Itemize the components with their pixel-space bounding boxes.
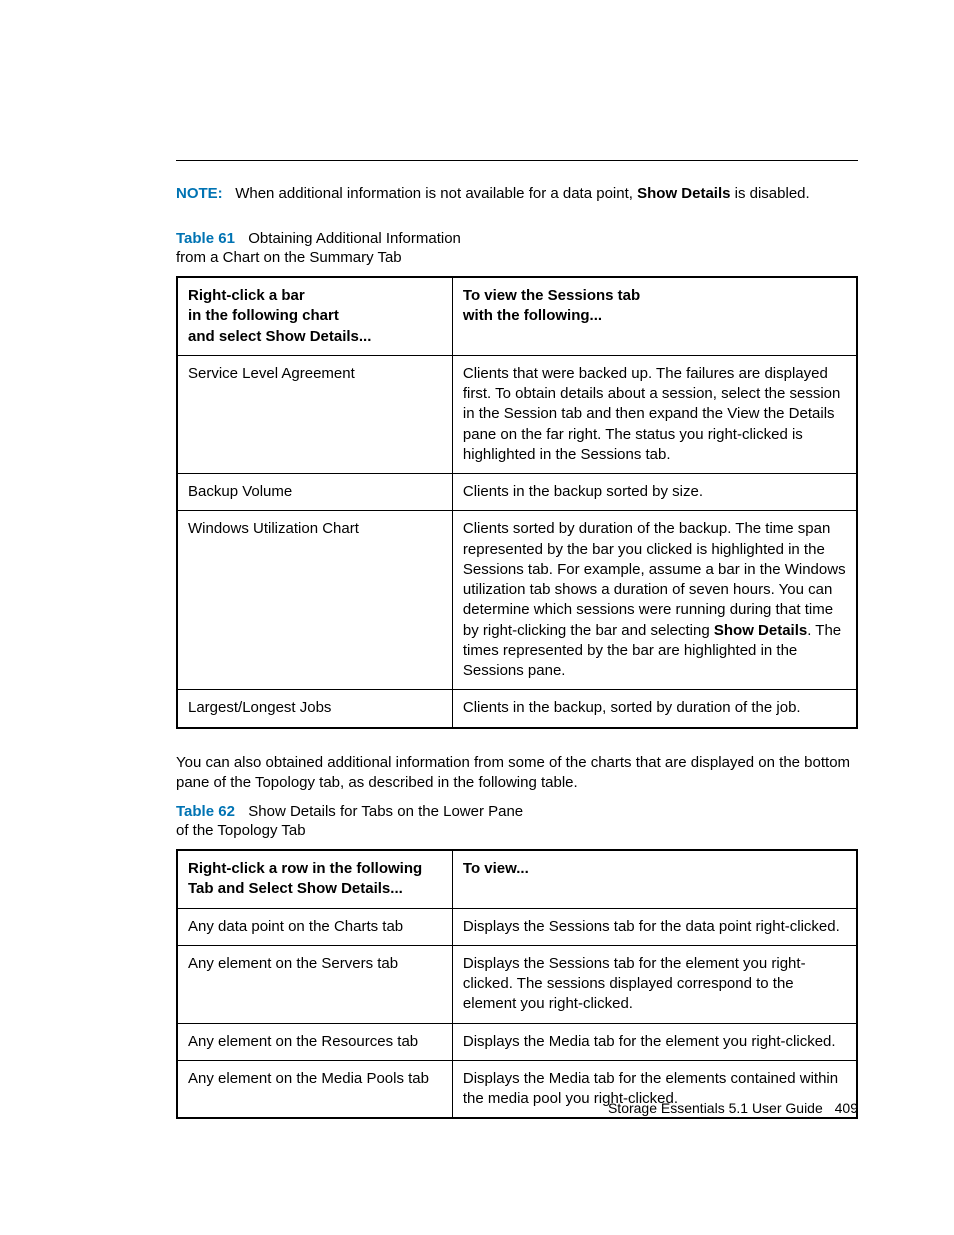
table62-title-line1: Show Details for Tabs on the Lower Pane <box>248 803 523 820</box>
table-header-row: Right-click a bar in the following chart… <box>177 277 857 355</box>
note-label: NOTE: <box>176 185 223 202</box>
table-row: Windows Utilization Chart Clients sorted… <box>177 511 857 690</box>
note-text-after: is disabled. <box>730 185 809 202</box>
table-cell: Any element on the Resources tab <box>177 1023 452 1060</box>
table-row: Any element on the Resources tab Display… <box>177 1023 857 1060</box>
table-row: Any data point on the Charts tab Display… <box>177 908 857 945</box>
table-cell: Clients that were backed up. The failure… <box>452 355 857 473</box>
table61-title-line2: from a Chart on the Summary Tab <box>176 249 858 266</box>
table-cell: Displays the Sessions tab for the elemen… <box>452 945 857 1023</box>
table-cell: Windows Utilization Chart <box>177 511 452 690</box>
table61-header-left: Right-click a bar in the following chart… <box>177 277 452 355</box>
table-header-text: Right-click a bar <box>188 287 305 304</box>
table-header-row: Right-click a row in the following Tab a… <box>177 850 857 908</box>
table-cell: Largest/Longest Jobs <box>177 690 452 728</box>
table-cell-bold: Show Details <box>714 622 807 639</box>
table-header-text: in the following chart <box>188 307 339 324</box>
table62-header-right: To view... <box>452 850 857 908</box>
page-footer: Storage Essentials 5.1 User Guide 409 <box>608 1100 858 1116</box>
table61-header-right: To view the Sessions tab with the follow… <box>452 277 857 355</box>
table-cell: Clients sorted by duration of the backup… <box>452 511 857 690</box>
table61-title-line1: Obtaining Additional Information <box>248 230 461 247</box>
table62: Right-click a row in the following Tab a… <box>176 849 858 1119</box>
table62-label: Table 62 <box>176 803 235 820</box>
table-cell: Displays the Media tab for the element y… <box>452 1023 857 1060</box>
page-number: 409 <box>835 1100 858 1116</box>
note-paragraph: NOTE: When additional information is not… <box>176 185 858 202</box>
table-cell: Displays the Sessions tab for the data p… <box>452 908 857 945</box>
table-row: Largest/Longest Jobs Clients in the back… <box>177 690 857 728</box>
table61: Right-click a bar in the following chart… <box>176 276 858 729</box>
table61-label: Table 61 <box>176 230 235 247</box>
table-cell: Any data point on the Charts tab <box>177 908 452 945</box>
table-row: Backup Volume Clients in the backup sort… <box>177 474 857 511</box>
table61-caption: Table 61 Obtaining Additional Informatio… <box>176 230 858 266</box>
table-cell: Backup Volume <box>177 474 452 511</box>
table-header-text: To view the Sessions tab <box>463 287 640 304</box>
table62-header-left: Right-click a row in the following Tab a… <box>177 850 452 908</box>
table-header-text: and select Show Details... <box>188 328 371 345</box>
table-cell: Any element on the Media Pools tab <box>177 1060 452 1118</box>
table-row: Any element on the Servers tab Displays … <box>177 945 857 1023</box>
footer-text: Storage Essentials 5.1 User Guide <box>608 1100 823 1116</box>
table62-caption: Table 62 Show Details for Tabs on the Lo… <box>176 803 858 839</box>
table-header-text: with the following... <box>463 307 602 324</box>
table-cell: Clients in the backup, sorted by duratio… <box>452 690 857 728</box>
note-text-before: When additional information is not avail… <box>235 185 637 202</box>
mid-paragraph: You can also obtained additional informa… <box>176 753 858 794</box>
table-cell: Any element on the Servers tab <box>177 945 452 1023</box>
table-cell: Clients in the backup sorted by size. <box>452 474 857 511</box>
table-row: Service Level Agreement Clients that wer… <box>177 355 857 473</box>
table-cell: Service Level Agreement <box>177 355 452 473</box>
section-divider <box>176 160 858 161</box>
table62-title-line2: of the Topology Tab <box>176 822 858 839</box>
note-bold: Show Details <box>637 185 730 202</box>
